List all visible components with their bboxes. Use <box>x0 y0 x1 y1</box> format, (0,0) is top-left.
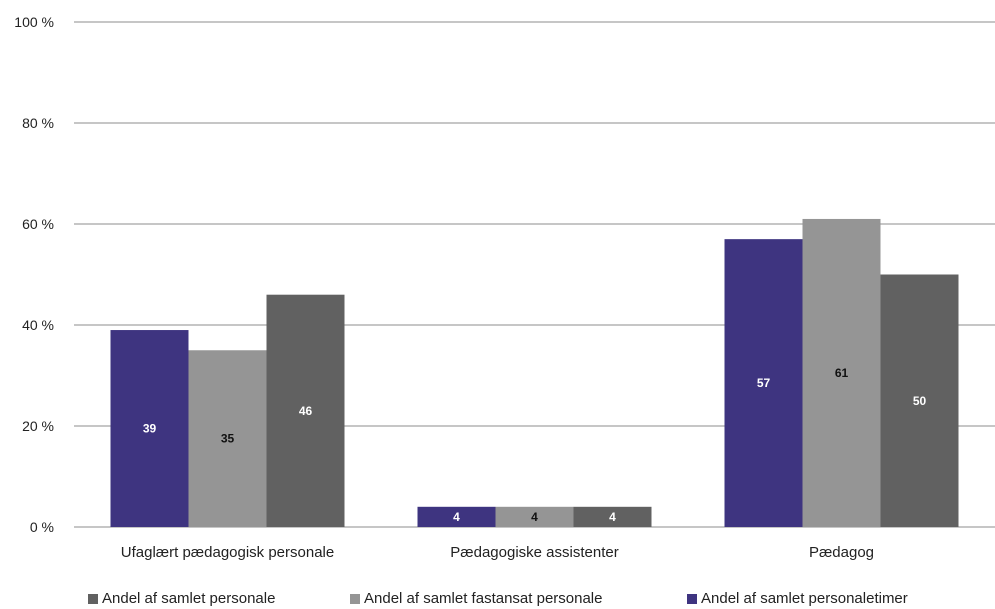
bar <box>880 274 959 527</box>
bar <box>802 218 881 527</box>
legend-swatch <box>687 593 697 604</box>
legend-swatch <box>88 593 98 604</box>
legend: Andel af samlet personale Andel af samlet… <box>0 590 995 609</box>
y-tick-label: 100 % <box>14 14 54 30</box>
y-tick-label: 40 % <box>22 317 54 333</box>
legend-label: Andel af samlet fastansat personale <box>364 590 603 607</box>
legend-label: Andel af samlet personale <box>102 590 276 607</box>
legend-item: Andel af samlet fastansat personale <box>350 590 602 607</box>
data-label: 35 <box>221 432 235 446</box>
x-tick-label: Pædagog <box>809 544 874 561</box>
legend-item: Andel af samlet personale <box>88 590 275 607</box>
bar <box>188 350 267 527</box>
y-tick-label: 80 % <box>22 115 54 131</box>
bar-chart: 0 % 20 % 40 % 60 % 80 % 100 % 39 35 46 Ufaglært p… <box>14 14 995 561</box>
x-tick-label: Ufaglært pædagogisk personale <box>121 544 334 561</box>
data-label: 39 <box>143 422 157 436</box>
bar <box>495 506 574 527</box>
data-label: 61 <box>835 366 849 380</box>
y-tick-label: 20 % <box>22 418 54 434</box>
bar <box>110 330 189 527</box>
y-tick-label: 0 % <box>30 519 54 535</box>
y-tick-label: 60 % <box>22 216 54 232</box>
data-label: 4 <box>453 510 460 524</box>
bar <box>724 239 803 527</box>
legend-swatch <box>350 593 360 604</box>
bar <box>573 506 652 527</box>
data-label: 57 <box>757 376 771 390</box>
bar <box>266 294 345 527</box>
x-tick-label: Pædagogiske assistenter <box>450 544 618 561</box>
legend-item: Andel af samlet personaletimer <box>687 590 908 607</box>
data-label: 4 <box>531 510 538 524</box>
legend-label: Andel af samlet personaletimer <box>701 590 908 607</box>
data-label: 4 <box>609 510 616 524</box>
data-label: 50 <box>913 394 927 408</box>
bar <box>417 506 496 527</box>
data-label: 46 <box>299 404 313 418</box>
